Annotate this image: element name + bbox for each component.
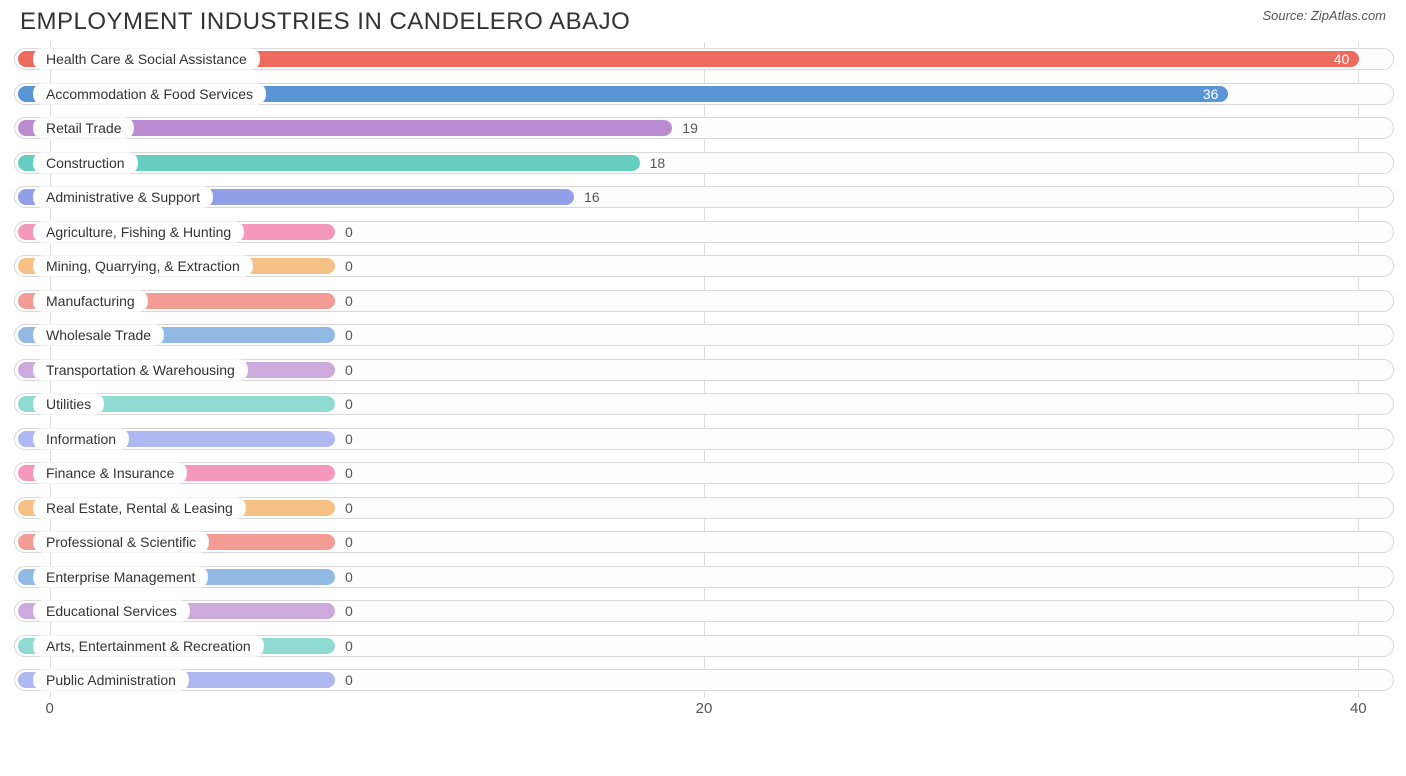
bar-row: Mining, Quarrying, & Extraction 0 <box>14 249 1394 284</box>
bar-value: 0 <box>345 258 353 274</box>
bar-label: Enterprise Management <box>33 566 208 588</box>
bar-value: 0 <box>345 431 353 447</box>
bar-value: 36 <box>1203 86 1219 102</box>
bar-row: Administrative & Support 16 <box>14 180 1394 215</box>
x-axis: 0 20 40 <box>14 700 1394 724</box>
bar-track: Mining, Quarrying, & Extraction 0 <box>14 255 1394 277</box>
bar-track: Professional & Scientific 0 <box>14 531 1394 553</box>
bar-label: Transportation & Warehousing <box>33 359 248 381</box>
bar-label: Wholesale Trade <box>33 324 164 346</box>
bar-track: Educational Services 0 <box>14 600 1394 622</box>
bar-track: Public Administration 0 <box>14 669 1394 691</box>
bar-label: Manufacturing <box>33 290 148 312</box>
bar-value: 16 <box>584 189 600 205</box>
bar-label: Utilities <box>33 393 104 415</box>
bar-value: 40 <box>1334 51 1350 67</box>
bar-value: 18 <box>650 155 666 171</box>
x-tick: 20 <box>696 700 713 717</box>
bar-track: Utilities 0 <box>14 393 1394 415</box>
bar-row: Enterprise Management 0 <box>14 560 1394 595</box>
bar-label: Accommodation & Food Services <box>33 83 266 105</box>
bar-row: Retail Trade 19 <box>14 111 1394 146</box>
bar-track: 40 Health Care & Social Assistance <box>14 48 1394 70</box>
chart-title: EMPLOYMENT INDUSTRIES IN CANDELERO ABAJO <box>20 8 630 36</box>
bar-row: Information 0 <box>14 422 1394 457</box>
bar-track: Wholesale Trade 0 <box>14 324 1394 346</box>
bar-row: 40 Health Care & Social Assistance <box>14 42 1394 77</box>
bar-row: Finance & Insurance 0 <box>14 456 1394 491</box>
chart-source: Source: ZipAtlas.com <box>1262 8 1386 23</box>
bar-track: Real Estate, Rental & Leasing 0 <box>14 497 1394 519</box>
bar-label: Agriculture, Fishing & Hunting <box>33 221 244 243</box>
bar-track: Arts, Entertainment & Recreation 0 <box>14 635 1394 657</box>
bar-label: Information <box>33 428 129 450</box>
bar-value: 0 <box>345 327 353 343</box>
bar-track: Finance & Insurance 0 <box>14 462 1394 484</box>
bar-label: Mining, Quarrying, & Extraction <box>33 255 253 277</box>
bar-track: Manufacturing 0 <box>14 290 1394 312</box>
bar-value: 0 <box>345 672 353 688</box>
x-tick: 0 <box>46 700 54 717</box>
bar-label: Educational Services <box>33 600 190 622</box>
bar-value: 0 <box>345 534 353 550</box>
bar-row: Agriculture, Fishing & Hunting 0 <box>14 215 1394 250</box>
bar-value: 0 <box>345 293 353 309</box>
bar-row: Real Estate, Rental & Leasing 0 <box>14 491 1394 526</box>
bar-row: 36 Accommodation & Food Services <box>14 77 1394 112</box>
bar-value: 0 <box>345 500 353 516</box>
bar-track: Administrative & Support 16 <box>14 186 1394 208</box>
chart-header: EMPLOYMENT INDUSTRIES IN CANDELERO ABAJO… <box>0 0 1406 40</box>
bar-row: Utilities 0 <box>14 387 1394 422</box>
chart-area: 40 Health Care & Social Assistance 36 Accom… <box>14 42 1394 724</box>
bar-track: Agriculture, Fishing & Hunting 0 <box>14 221 1394 243</box>
bar-row: Transportation & Warehousing 0 <box>14 353 1394 388</box>
bar-row: Public Administration 0 <box>14 663 1394 698</box>
bar-row: Arts, Entertainment & Recreation 0 <box>14 629 1394 664</box>
bar-label: Construction <box>33 152 138 174</box>
bar-value: 0 <box>345 362 353 378</box>
bar-label: Arts, Entertainment & Recreation <box>33 635 264 657</box>
bar-value: 0 <box>345 638 353 654</box>
bar-row: Educational Services 0 <box>14 594 1394 629</box>
bar-value: 19 <box>682 120 698 136</box>
bar-label: Public Administration <box>33 669 189 691</box>
bar-label: Health Care & Social Assistance <box>33 48 260 70</box>
bar-label: Finance & Insurance <box>33 462 187 484</box>
bar-label: Administrative & Support <box>33 186 213 208</box>
bar-label: Real Estate, Rental & Leasing <box>33 497 246 519</box>
bar-track: 36 Accommodation & Food Services <box>14 83 1394 105</box>
bar-track: Retail Trade 19 <box>14 117 1394 139</box>
bar-track: Construction 18 <box>14 152 1394 174</box>
bar-value: 0 <box>345 569 353 585</box>
bar-row: Construction 18 <box>14 146 1394 181</box>
bar-row: Manufacturing 0 <box>14 284 1394 319</box>
bar-row: Wholesale Trade 0 <box>14 318 1394 353</box>
bar-label: Professional & Scientific <box>33 531 209 553</box>
bar-label: Retail Trade <box>33 117 134 139</box>
x-tick: 40 <box>1350 700 1367 717</box>
bar-track: Information 0 <box>14 428 1394 450</box>
bar-track: Transportation & Warehousing 0 <box>14 359 1394 381</box>
bar-value: 0 <box>345 465 353 481</box>
bar-value: 0 <box>345 603 353 619</box>
bar-value: 0 <box>345 396 353 412</box>
bar-row: Professional & Scientific 0 <box>14 525 1394 560</box>
bar-value: 0 <box>345 224 353 240</box>
bar-track: Enterprise Management 0 <box>14 566 1394 588</box>
